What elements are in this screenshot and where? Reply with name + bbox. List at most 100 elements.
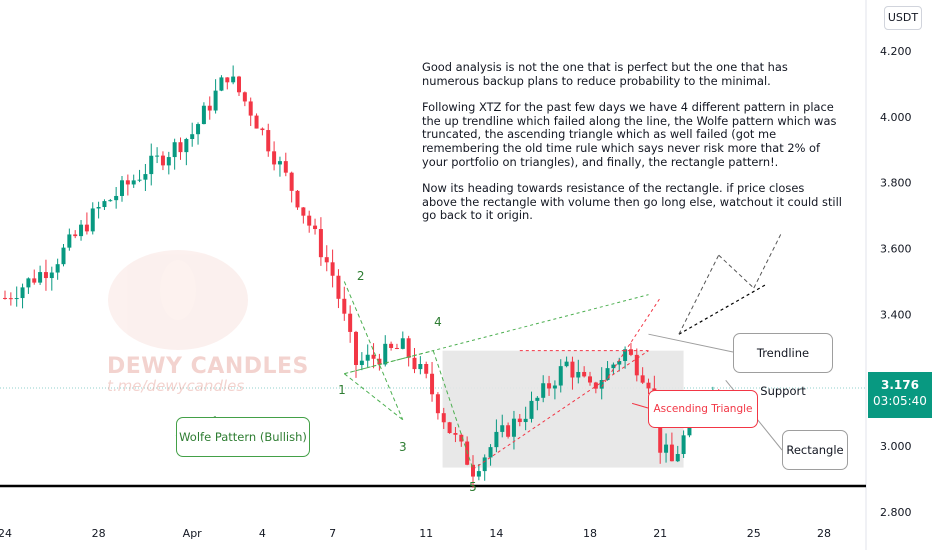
candle-body — [342, 298, 347, 314]
candle-body — [377, 358, 382, 365]
candle-body — [588, 376, 592, 383]
candle-body — [523, 418, 528, 423]
candle-body — [617, 361, 622, 365]
wolfe-point-label-5: 5 — [469, 480, 477, 494]
candle-body — [120, 180, 124, 196]
rectangle-callout[interactable]: Rectangle — [782, 430, 848, 470]
trendline-support — [678, 284, 766, 335]
candle-body — [149, 155, 154, 175]
candle-body — [155, 155, 160, 157]
current-price-tag: 3.176 03:05:40 — [868, 372, 932, 418]
candle-body — [541, 383, 546, 398]
x-tick-label: 28 — [92, 527, 106, 540]
candle-body — [582, 371, 587, 377]
candle-body — [564, 361, 569, 367]
rectangle-zone — [442, 350, 684, 468]
candle-body — [26, 278, 31, 288]
candle-body — [43, 272, 48, 279]
y-tick-label: 3.000 — [880, 440, 912, 453]
ascending-callout-pointer — [631, 402, 649, 409]
candle-body — [330, 262, 335, 276]
candle-body — [272, 151, 277, 165]
candle-body — [61, 247, 66, 265]
candle-body — [184, 139, 189, 153]
candle-body — [32, 278, 37, 283]
x-tick-label: 11 — [419, 527, 433, 540]
candle-body — [576, 371, 581, 378]
candle-body — [371, 354, 376, 359]
trendline-support-callout[interactable]: Trendline Support — [733, 333, 833, 398]
candle-body — [669, 444, 674, 462]
rectangle-label: Rectangle — [786, 443, 844, 457]
candle-body — [67, 234, 72, 248]
candle-body — [14, 298, 19, 300]
trendline-support-label: Trendline Support — [756, 346, 810, 398]
candle-body — [307, 215, 312, 226]
wolfe-pattern-label: Wolfe Pattern (Bullish) — [179, 430, 307, 444]
candle-body — [219, 77, 224, 91]
candle-body — [681, 435, 686, 455]
candle-body — [424, 363, 429, 374]
candle-body — [558, 366, 563, 386]
wolfe-line-1-4 — [344, 350, 434, 375]
candle-body — [90, 208, 95, 232]
candle-body — [500, 425, 505, 432]
watermark-handle: t.me/dewycandles — [107, 377, 245, 395]
wolfe-point-label-4: 4 — [434, 315, 442, 329]
candle-body — [178, 142, 183, 153]
candle-body — [570, 361, 575, 378]
candle-body — [318, 229, 323, 258]
candle-body — [418, 363, 423, 370]
x-tick-label: 24 — [0, 527, 12, 540]
candle-body — [506, 425, 511, 437]
y-tick-label: 3.600 — [880, 243, 912, 256]
projection-leg-3 — [753, 231, 783, 289]
candle-body — [482, 457, 487, 472]
candle-body — [383, 343, 388, 365]
candle-countdown: 03:05:40 — [873, 394, 927, 408]
candle-body — [593, 382, 598, 389]
candle-body — [196, 124, 201, 135]
x-tick-label: 7 — [329, 527, 336, 540]
analysis-paragraph-3: Now its heading towards resistance of th… — [422, 181, 842, 223]
analysis-text: Good analysis is not the one that is per… — [422, 60, 842, 236]
candle-body — [125, 180, 130, 185]
candle-body — [664, 444, 669, 453]
candle-body — [313, 225, 318, 230]
candle-body — [289, 172, 294, 191]
wolfe-point-label-3: 3 — [399, 440, 407, 454]
watermark-logo — [108, 250, 248, 350]
candle-body — [213, 90, 218, 111]
ascending-triangle-base — [472, 350, 649, 470]
wolfe-pattern-callout[interactable]: Wolfe Pattern (Bullish) — [176, 417, 310, 457]
candle-body — [20, 287, 25, 299]
candle-body — [114, 195, 119, 201]
candle-body — [237, 76, 241, 93]
candle-body — [8, 298, 13, 300]
candle-body — [96, 207, 101, 209]
candle-body — [488, 447, 493, 458]
candle-body — [231, 76, 236, 83]
candle-body — [254, 115, 259, 129]
x-tick-label: 25 — [747, 527, 761, 540]
y-tick-label: 3.800 — [880, 177, 912, 190]
candle-body — [430, 373, 435, 395]
ascending-triangle-callout[interactable]: Ascending Triangle — [648, 390, 758, 428]
candle-body — [84, 224, 89, 232]
candle-body — [471, 464, 475, 477]
candle-body — [266, 130, 271, 152]
candle-body — [108, 200, 113, 202]
candle-body — [447, 422, 452, 434]
candle-body — [517, 418, 522, 423]
candle-body — [354, 331, 358, 366]
current-price-value: 3.176 — [881, 378, 919, 392]
candle-body — [277, 161, 282, 165]
candle-body — [412, 357, 417, 370]
y-tick-label: 2.800 — [880, 506, 912, 519]
y-tick-label: 4.000 — [880, 111, 912, 124]
candle-body — [172, 142, 177, 158]
price-unit-button[interactable]: USDT — [884, 6, 922, 30]
x-tick-label: 18 — [583, 527, 597, 540]
candle-body — [348, 313, 353, 332]
